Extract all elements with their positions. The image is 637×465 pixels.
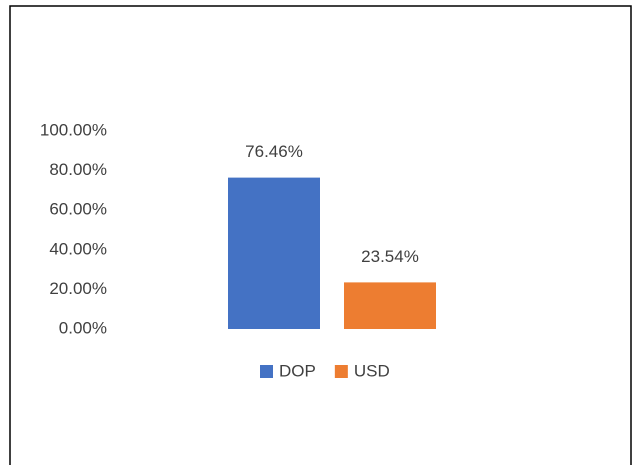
y-tick-label: 40.00% — [49, 239, 107, 258]
legend-swatch — [260, 365, 273, 378]
value-label: 23.54% — [361, 247, 419, 266]
bar — [228, 177, 320, 329]
y-tick-label: 20.00% — [49, 279, 107, 298]
legend-label: DOP — [279, 361, 316, 380]
y-tick-label: 0.00% — [59, 318, 107, 337]
bar — [344, 282, 436, 329]
y-tick-label: 80.00% — [49, 160, 107, 179]
frame — [9, 5, 632, 465]
value-label: 76.46% — [245, 142, 303, 161]
y-tick-label: 60.00% — [49, 200, 107, 219]
legend-label: USD — [354, 361, 390, 380]
y-tick-label: 100.00% — [40, 120, 107, 139]
legend-swatch — [334, 365, 348, 378]
